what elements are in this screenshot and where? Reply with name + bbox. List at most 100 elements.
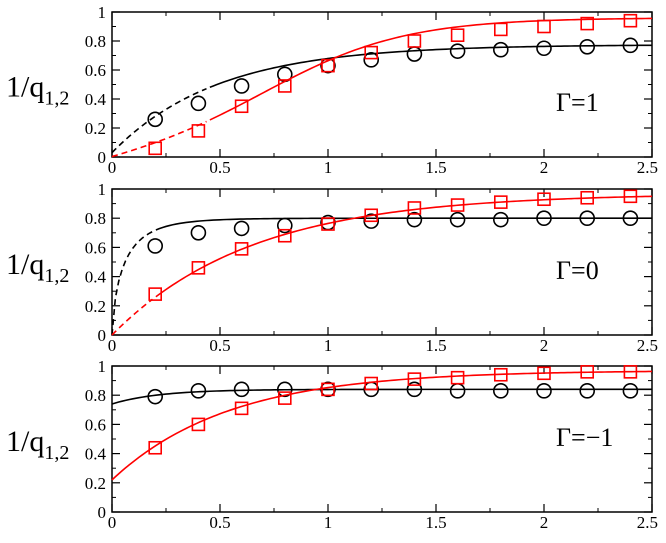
x-tick-label: 2 (540, 513, 549, 532)
circle-marker (536, 210, 552, 226)
y-tick-label: 0 (98, 148, 107, 167)
circle-marker (363, 213, 380, 229)
square-marker (580, 16, 595, 31)
x-tick-label: 1.5 (425, 336, 446, 355)
y-tick-label: 0.6 (85, 238, 106, 257)
circle-marker (449, 211, 466, 228)
square-marker (148, 141, 162, 156)
circle-marker (536, 383, 552, 399)
y-tick-label: 1 (98, 3, 107, 22)
y-tick-label: 0.2 (85, 297, 106, 316)
y-tick-label: 0 (98, 326, 107, 345)
circle-marker (579, 383, 596, 399)
y-tick-label: 0.8 (85, 32, 106, 51)
gamma-annotation: Γ=1 (556, 88, 599, 117)
square-marker (407, 34, 422, 48)
y-tick-label: 0.6 (85, 415, 106, 434)
y-tick-label: 0.8 (85, 386, 106, 405)
square-marker (277, 79, 292, 93)
y-tick-label: 0.4 (85, 445, 107, 464)
red-fit-curve-dashed (111, 120, 207, 158)
circle-marker (233, 381, 250, 398)
square-marker (234, 242, 249, 256)
square-marker (623, 365, 638, 379)
square-marker (580, 365, 595, 379)
circle-marker (406, 211, 423, 228)
square-marker (450, 198, 465, 212)
square-marker (234, 99, 249, 114)
y-tick-label: 0.8 (85, 209, 106, 228)
circle-marker (147, 111, 163, 128)
circle-marker (233, 220, 250, 237)
square-marker (191, 261, 206, 275)
circle-marker (190, 95, 207, 112)
square-marker (191, 417, 206, 432)
square-marker (321, 217, 335, 231)
x-tick-label: 2 (540, 336, 549, 355)
circle-marker (622, 210, 639, 226)
circle-marker (233, 78, 250, 94)
x-tick-label: 2 (540, 158, 549, 177)
y-tick-label: 0.2 (85, 119, 106, 138)
square-marker (537, 366, 551, 381)
square-marker (493, 367, 508, 382)
circle-marker (449, 383, 466, 399)
y-axis-label: 1/q1,2 (6, 425, 69, 464)
x-tick-label: 2.5 (637, 336, 658, 355)
circle-marker (579, 210, 596, 226)
circle-marker (449, 43, 466, 59)
x-tick-label: 0.5 (209, 513, 230, 532)
x-tick-label: 1 (324, 336, 333, 355)
square-marker (148, 287, 162, 301)
y-tick-label: 1 (98, 180, 107, 199)
black-fit-curve-dashed (111, 230, 153, 336)
y-tick-label: 0 (98, 503, 107, 522)
square-marker (321, 58, 335, 73)
x-tick-label: 2.5 (637, 513, 658, 532)
x-tick-label: 2.5 (637, 158, 658, 177)
circle-marker (320, 57, 336, 74)
gamma-annotation: Γ=−1 (556, 423, 613, 452)
circle-marker (276, 381, 293, 398)
x-tick-label: 0 (108, 158, 117, 177)
red-fit-curve (155, 195, 653, 298)
y-axis-label: 1/q1,2 (6, 71, 69, 110)
x-tick-label: 0 (108, 513, 117, 532)
square-marker (537, 19, 551, 34)
circle-marker (622, 383, 639, 399)
y-tick-label: 0.4 (85, 90, 107, 109)
circle-marker (147, 238, 163, 254)
square-marker (537, 192, 551, 207)
circle-marker (406, 46, 423, 62)
black-fit-curve (155, 217, 652, 231)
y-tick-label: 0.6 (85, 61, 106, 80)
square-marker (580, 190, 595, 205)
x-tick-label: 0.5 (209, 336, 230, 355)
panel-1: 0 0.5 1 1.5 2 2.5 0 0.2 0.4 0.6 0.8 1 1/q1,2 Γ=1 (6, 3, 658, 177)
circle-marker (579, 38, 596, 55)
circle-marker (406, 381, 423, 398)
y-tick-label: 1 (98, 357, 107, 376)
square-marker (407, 372, 422, 386)
x-tick-label: 0 (108, 336, 117, 355)
y-tick-label: 0.4 (85, 268, 107, 287)
square-marker (407, 201, 422, 215)
circle-marker (492, 383, 509, 399)
square-marker (191, 124, 206, 138)
square-marker (277, 391, 292, 405)
circle-marker (147, 388, 163, 405)
x-tick-label: 0.5 (209, 158, 230, 177)
square-marker (623, 189, 638, 204)
circle-marker (536, 40, 552, 57)
circle-marker (190, 225, 207, 241)
circle-marker (363, 52, 380, 68)
gamma-annotation: Γ=0 (556, 256, 599, 285)
black-fit-curve (111, 388, 652, 405)
y-axis-label: 1/q1,2 (6, 248, 69, 287)
square-marker (493, 22, 508, 37)
square-marker (364, 45, 379, 60)
square-marker (321, 382, 335, 397)
square-marker (234, 401, 249, 416)
circle-marker (492, 41, 509, 58)
